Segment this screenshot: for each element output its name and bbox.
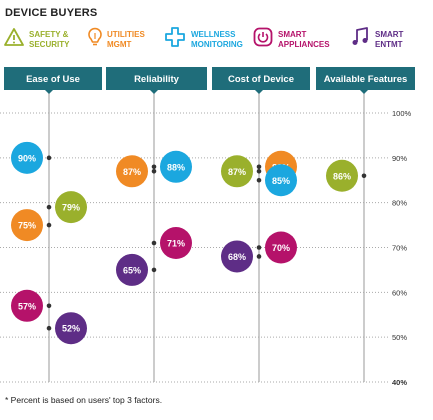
data-label: 70%: [272, 243, 290, 253]
value-marker: [46, 155, 52, 161]
value-marker: [256, 177, 262, 183]
data-label: 90%: [18, 153, 36, 163]
value-marker: [256, 164, 262, 170]
y-tick-label: 40%: [392, 378, 407, 387]
category-header: [316, 67, 415, 90]
value-marker: [151, 267, 157, 273]
lightbulb-icon: [88, 27, 102, 46]
y-tick-label: 90%: [392, 154, 407, 163]
category-header: [4, 67, 102, 90]
value-marker: [256, 168, 262, 174]
data-point: [11, 141, 43, 174]
data-point: [11, 289, 43, 322]
value-marker: [361, 173, 367, 179]
data-label: 57%: [18, 301, 36, 311]
value-marker: [151, 164, 157, 170]
chart-title: DEVICE BUYERS: [5, 7, 98, 19]
data-point: [116, 155, 148, 188]
data-label: 88%: [167, 162, 185, 172]
music-note-icon: [352, 27, 368, 45]
data-point: [55, 191, 87, 224]
data-label: 79%: [62, 203, 80, 213]
power-icon: [253, 27, 273, 47]
legend-label: Utilities MGMT: [107, 30, 145, 49]
value-marker: [256, 254, 262, 259]
y-tick-label: 80%: [392, 199, 407, 208]
data-label: 75%: [18, 221, 36, 231]
value-marker: [46, 303, 52, 309]
category-label: Available Features: [324, 74, 408, 85]
header-pointer: [150, 90, 158, 94]
value-marker: [151, 240, 157, 246]
data-label: 68%: [228, 252, 246, 262]
y-tick-label: 70%: [392, 244, 407, 253]
legend-label: Safety & Security: [29, 30, 70, 49]
data-label: 52%: [62, 324, 80, 334]
data-point: [265, 231, 297, 264]
data-label: 87%: [228, 167, 246, 177]
data-label: 87%: [123, 167, 141, 177]
value-marker: [46, 325, 52, 331]
value-marker: [46, 222, 52, 228]
plus-cross-icon: [165, 27, 185, 47]
data-point: [116, 253, 148, 286]
data-point: [326, 159, 358, 192]
data-label: 71%: [167, 239, 185, 249]
data-point: [265, 164, 297, 197]
category-label: Ease of Use: [26, 74, 80, 85]
data-point: [221, 155, 253, 188]
header-pointer: [360, 90, 368, 94]
legend-label: Smart ENTMT: [375, 30, 404, 49]
header-pointer: [255, 90, 263, 94]
data-label: 85%: [272, 176, 290, 186]
data-point: [11, 209, 43, 242]
y-tick-label: 50%: [392, 333, 407, 342]
data-label: 86%: [333, 171, 351, 181]
value-marker: [46, 204, 52, 210]
data-point: [160, 150, 192, 183]
y-tick-label: 60%: [392, 288, 407, 297]
category-header: [212, 67, 310, 90]
value-marker: [256, 245, 262, 250]
footnote: * Percent is based on users' top 3 facto…: [5, 395, 163, 405]
warning-icon: [4, 28, 24, 46]
data-point: [160, 227, 192, 260]
y-tick-label: 100%: [392, 109, 412, 118]
legend-label: Smart Appliances: [278, 30, 330, 49]
data-point: [221, 240, 253, 273]
data-label: 65%: [123, 265, 141, 275]
header-pointer: [45, 90, 53, 94]
category-header: [106, 67, 207, 90]
category-label: Cost of Device: [228, 74, 294, 85]
category-label: Reliability: [134, 74, 180, 85]
legend-label: Wellness Monitoring: [191, 30, 243, 49]
value-marker: [151, 168, 157, 174]
data-point: [55, 312, 87, 345]
